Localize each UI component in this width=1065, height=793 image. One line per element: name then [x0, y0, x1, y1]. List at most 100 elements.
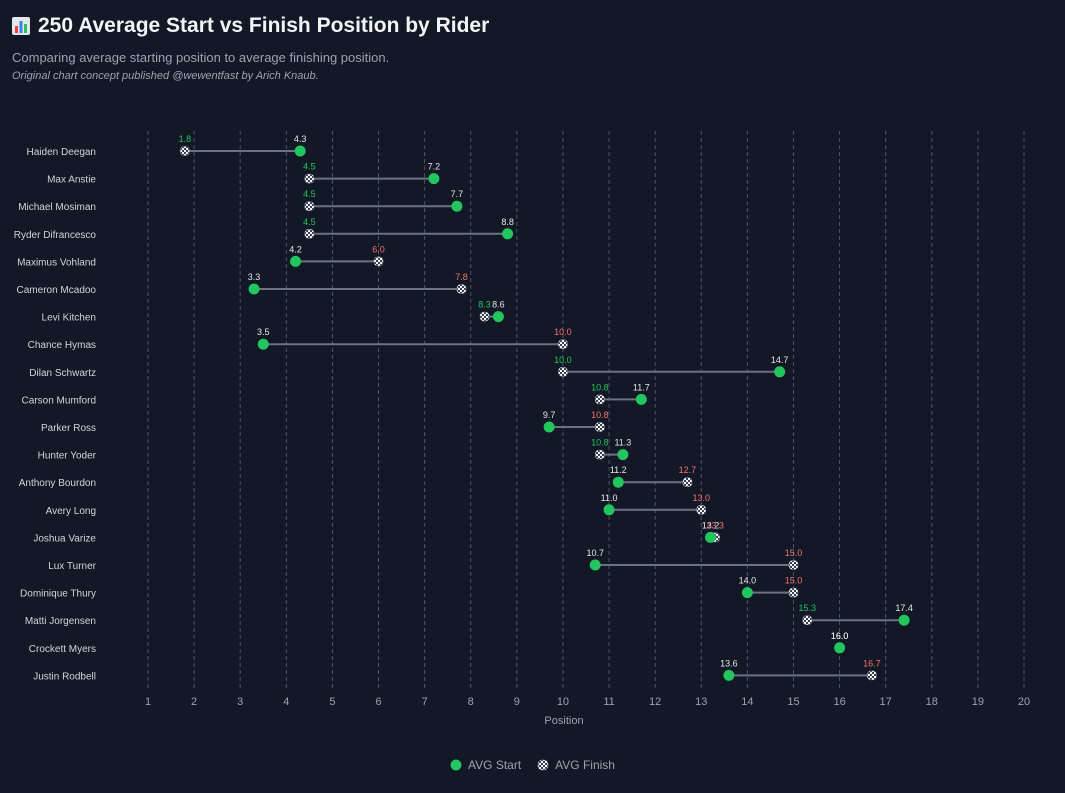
legend-item-start[interactable]: AVG Start — [450, 758, 521, 772]
x-tick-label: 18 — [926, 696, 938, 708]
rider-label: Dominique Thury — [20, 589, 96, 600]
start-value-label: 4.2 — [289, 244, 302, 254]
rider-label: Michael Mosiman — [18, 202, 96, 213]
start-marker — [898, 614, 910, 626]
rider-label: Maximus Vohland — [17, 257, 96, 268]
x-tick-label: 11 — [603, 696, 614, 708]
finish-marker — [595, 449, 605, 460]
finish-value-label: 6.0 — [372, 244, 385, 254]
start-value-label: 13.6 — [720, 658, 738, 668]
start-value-label: 7.2 — [428, 162, 441, 172]
finish-value-label: 8.3 — [478, 300, 491, 310]
x-tick-label: 12 — [649, 696, 661, 708]
start-value-label: 11.7 — [633, 382, 650, 392]
x-tick-label: 6 — [375, 696, 381, 708]
rider-label: Carson Mumford — [22, 395, 96, 406]
start-marker — [704, 531, 716, 543]
finish-marker — [595, 394, 605, 405]
finish-marker — [595, 422, 605, 432]
finish-value-label: 4.5 — [303, 189, 316, 199]
finish-marker — [682, 477, 693, 487]
start-marker — [502, 228, 514, 240]
finish-marker — [867, 670, 877, 681]
start-value-label: 17.4 — [895, 603, 913, 613]
start-value-label: 16.0 — [831, 631, 849, 641]
x-tick-label: 1 — [145, 696, 151, 708]
finish-value-label: 4.5 — [303, 217, 316, 227]
finish-value-label: 16.0 — [831, 631, 849, 641]
rider-label: Lux Turner — [48, 561, 96, 572]
start-marker — [612, 476, 624, 488]
finish-value-label: 16.7 — [863, 658, 881, 668]
finish-marker — [456, 284, 467, 294]
finish-marker — [802, 615, 813, 625]
x-tick-label: 19 — [972, 696, 984, 708]
start-value-label: 3.3 — [248, 272, 261, 282]
finish-marker — [304, 173, 315, 184]
x-tick-label: 20 — [1018, 696, 1030, 708]
finish-value-label: 10.8 — [591, 382, 609, 392]
finish-value-label: 10.0 — [554, 355, 572, 365]
finish-marker — [180, 146, 190, 156]
start-marker — [248, 283, 260, 295]
x-tick-label: 8 — [468, 696, 474, 708]
rider-label: Chance Hymas — [28, 340, 96, 351]
start-value-label: 11.2 — [610, 465, 627, 475]
start-marker — [723, 669, 735, 681]
start-marker — [635, 393, 647, 405]
start-marker — [834, 642, 846, 654]
start-marker-icon — [450, 759, 462, 771]
start-marker — [589, 559, 601, 571]
finish-value-label: 13.0 — [692, 493, 710, 503]
start-marker — [257, 338, 269, 350]
finish-value-label: 1.8 — [179, 134, 192, 144]
rider-label: Dilan Schwartz — [29, 368, 96, 379]
rider-label: Avery Long — [46, 506, 96, 517]
legend-start-label: AVG Start — [468, 758, 522, 772]
rider-label: Anthony Bourdon — [19, 478, 96, 489]
start-marker — [492, 311, 504, 323]
start-value-label: 9.7 — [543, 410, 556, 420]
finish-marker — [696, 505, 707, 515]
x-axis-label: Position — [544, 715, 583, 727]
x-tick-label: 17 — [880, 696, 892, 708]
dumbbell-chart: Haiden Deegan 4.3 1.8 Max Anstie 7.2 4.5 Micha… — [14, 131, 1030, 727]
x-tick-label: 4 — [283, 696, 289, 708]
x-tick-label: 16 — [833, 696, 845, 708]
page-title: 250 Average Start vs Finish Position by … — [38, 14, 490, 37]
x-tick-label: 10 — [557, 696, 569, 708]
legend-item-finish[interactable]: AVG Finish — [537, 758, 615, 772]
rider-label: Levi Kitchen — [42, 313, 96, 324]
start-value-label: 10.7 — [586, 548, 604, 558]
finish-marker — [304, 229, 315, 239]
x-tick-label: 5 — [329, 696, 335, 708]
start-value-label: 11.3 — [614, 438, 631, 448]
finish-value-label: 13.3 — [706, 520, 724, 530]
finish-value-label: 10.8 — [591, 438, 609, 448]
bar-chart-icon — [12, 17, 30, 35]
rider-label: Justin Rodbell — [33, 671, 96, 682]
page-subtitle: Comparing average starting position to a… — [12, 50, 390, 65]
rider-label: Max Anstie — [47, 175, 96, 186]
rider-label: Hunter Yoder — [38, 451, 97, 462]
x-tick-label: 3 — [237, 696, 243, 708]
start-value-label: 8.8 — [501, 217, 514, 227]
rider-label: Matti Jorgensen — [25, 616, 96, 627]
x-tick-label: 13 — [695, 696, 707, 708]
chart-legend: AVG Start AVG Finish — [0, 758, 1065, 772]
rider-label: Ryder Difrancesco — [14, 230, 97, 241]
start-value-label: 11.0 — [601, 493, 618, 503]
finish-marker — [479, 311, 490, 322]
start-marker — [290, 255, 302, 267]
legend-finish-label: AVG Finish — [555, 758, 615, 772]
x-tick-label: 9 — [514, 696, 520, 708]
finish-marker — [788, 587, 799, 598]
rider-label: Parker Ross — [41, 423, 96, 434]
start-value-label: 13.2 — [702, 520, 720, 530]
start-marker — [603, 504, 615, 516]
finish-value-label: 7.8 — [455, 272, 468, 282]
finish-value-label: 12.7 — [679, 465, 697, 475]
start-value-label: 7.7 — [451, 189, 464, 199]
finish-marker — [558, 367, 568, 377]
x-tick-label: 7 — [422, 696, 428, 708]
